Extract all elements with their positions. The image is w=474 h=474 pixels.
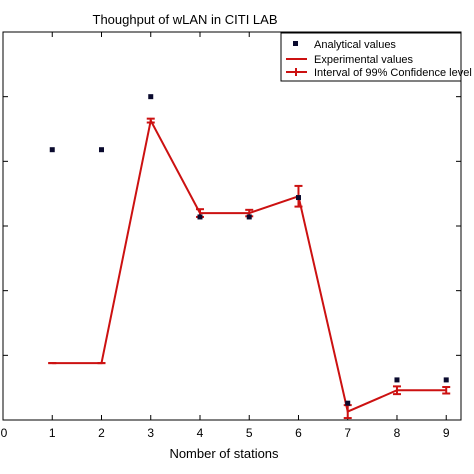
legend-label-interval: Interval of 99% Confidence level <box>314 67 472 79</box>
analytical-point <box>197 214 203 220</box>
legend-box <box>280 32 462 82</box>
x-tick-label: 1 <box>49 426 56 440</box>
analytical-series <box>49 94 449 406</box>
legend-label-analytical: Analytical values <box>314 39 396 51</box>
x-tick-label: 2 <box>98 426 105 440</box>
chart-title: Thoughput of wLAN in CITI LAB <box>93 12 278 27</box>
analytical-point <box>246 214 252 220</box>
x-tick-label: 7 <box>344 426 351 440</box>
analytical-point <box>295 195 301 201</box>
plot-area <box>2 31 462 421</box>
legend: Analytical values Experimental values In… <box>280 32 472 82</box>
x-tick-label: 6 <box>295 426 302 440</box>
x-tick-label: 5 <box>246 426 253 440</box>
legend-marker-analytical <box>293 41 298 46</box>
x-tick-label: 8 <box>394 426 401 440</box>
analytical-point <box>345 400 351 406</box>
x-tick-label: 9 <box>443 426 450 440</box>
legend-label-experimental: Experimental values <box>314 54 414 66</box>
x-tick-label: 0 <box>1 426 8 440</box>
analytical-point <box>98 147 104 153</box>
analytical-point <box>443 377 449 383</box>
analytical-point <box>394 377 400 383</box>
analytical-point <box>148 94 154 100</box>
analytical-point <box>49 147 55 153</box>
x-axis-label: Nomber of stations <box>169 446 279 461</box>
x-tick-label: 4 <box>197 426 204 440</box>
x-tick-label: 3 <box>147 426 154 440</box>
